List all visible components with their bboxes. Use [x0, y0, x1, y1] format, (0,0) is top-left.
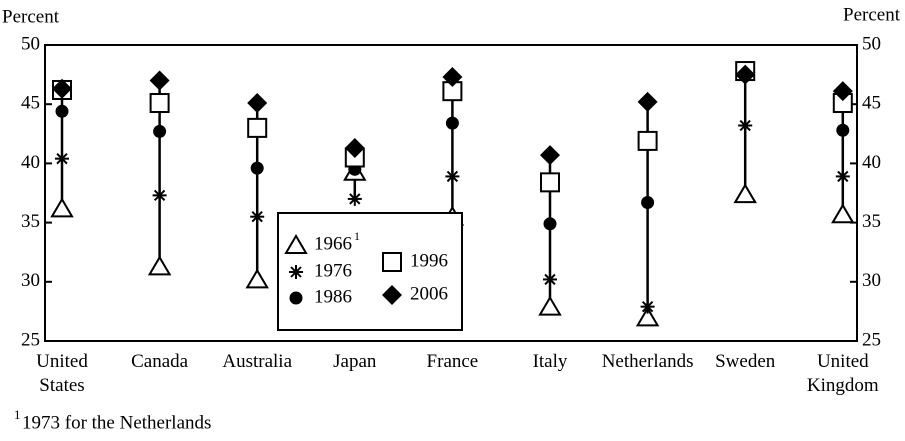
point — [831, 203, 855, 224]
legend-marker — [289, 265, 303, 279]
point — [543, 272, 557, 287]
point — [445, 169, 460, 184]
point — [832, 81, 853, 102]
legend-label: 1986 — [314, 286, 352, 307]
point — [55, 151, 69, 166]
point — [733, 183, 757, 204]
x-tick-label: United States — [36, 351, 88, 396]
point — [153, 124, 167, 138]
point — [836, 123, 850, 137]
y-tick-label: 50 — [21, 33, 40, 54]
point — [637, 91, 658, 112]
point — [347, 191, 362, 206]
footnote-marker: 1 — [14, 407, 21, 422]
y2-tick-label: 40 — [862, 152, 881, 173]
y2-tick-label: 25 — [862, 329, 881, 350]
point — [635, 306, 660, 327]
point — [835, 169, 850, 184]
x-tick-label: Italy — [533, 351, 568, 372]
point — [637, 130, 658, 151]
point — [344, 138, 365, 159]
y2-axis-label: Percent — [843, 4, 901, 25]
point — [149, 70, 170, 91]
point — [641, 195, 655, 209]
point — [540, 172, 560, 193]
legend-marker — [289, 291, 303, 305]
point — [247, 117, 268, 138]
point — [250, 161, 264, 175]
y-tick-label: 25 — [21, 329, 40, 350]
x-tick-label: Canada — [131, 351, 189, 372]
y2-tick-label: 30 — [862, 270, 881, 291]
point — [245, 268, 269, 289]
x-tick-label: Netherlands — [602, 351, 694, 372]
legend-label: 1976 — [314, 260, 352, 281]
legend-marker — [382, 252, 402, 272]
point — [735, 64, 756, 85]
y2-tick-label: 45 — [862, 93, 881, 114]
y2-tick-label: 35 — [862, 211, 881, 232]
point — [147, 255, 172, 276]
x-tick-label: Sweden — [715, 351, 776, 372]
y2-tick-label: 50 — [862, 33, 881, 54]
legend-label: 1966 — [314, 233, 352, 254]
point — [149, 93, 170, 114]
y-axis-label: Percent — [2, 6, 60, 27]
point — [540, 145, 560, 166]
x-tick-label: Australia — [222, 351, 292, 372]
point — [445, 116, 459, 130]
point — [55, 104, 69, 118]
legend-footnote-marker: 1 — [354, 229, 360, 243]
legend-box — [277, 212, 463, 331]
point — [52, 78, 72, 99]
y-tick-label: 30 — [21, 270, 40, 291]
point — [538, 295, 562, 316]
point — [442, 66, 463, 87]
point — [152, 188, 167, 203]
x-tick-label: United Kingdom — [807, 351, 879, 396]
legend-marker — [284, 234, 308, 254]
legend-label: 1996 — [410, 250, 448, 271]
y-tick-label: 40 — [21, 152, 40, 173]
plot-frame — [44, 44, 858, 342]
x-tick-label: France — [427, 351, 479, 372]
legend-label: 2006 — [410, 283, 448, 304]
point — [247, 93, 268, 114]
x-tick-label: Japan — [333, 351, 377, 372]
point — [640, 299, 655, 314]
legend-marker — [382, 285, 402, 305]
point — [250, 209, 265, 224]
y-tick-label: 45 — [21, 93, 40, 114]
point — [50, 197, 74, 218]
point — [543, 217, 557, 231]
footnote: 1973 for the Netherlands — [22, 412, 211, 433]
y-tick-label: 35 — [21, 211, 40, 232]
point — [738, 118, 753, 133]
